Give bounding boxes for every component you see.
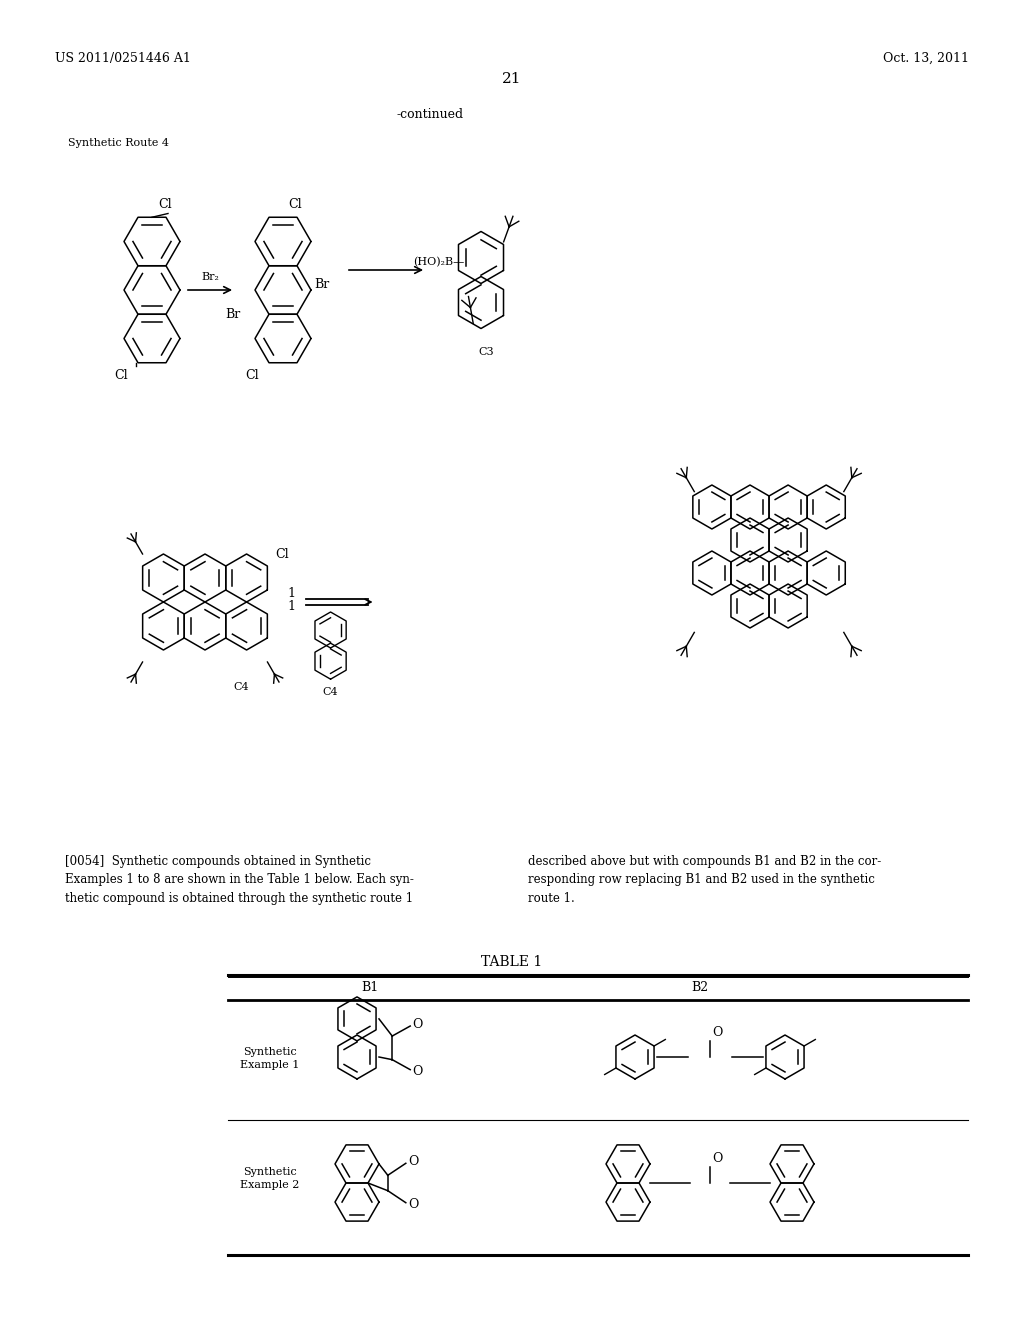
Text: Cl: Cl	[245, 370, 259, 383]
Text: Oct. 13, 2011: Oct. 13, 2011	[883, 51, 969, 65]
Text: Cl: Cl	[275, 548, 289, 561]
Text: O: O	[408, 1199, 418, 1212]
Text: 21: 21	[502, 73, 522, 86]
Text: Br: Br	[314, 279, 330, 292]
Text: B1: B1	[361, 981, 379, 994]
Text: described above but with compounds B1 and B2 in the cor-
responding row replacin: described above but with compounds B1 an…	[528, 855, 882, 906]
Text: Synthetic
Example 1: Synthetic Example 1	[241, 1047, 300, 1071]
Text: Synthetic Route 4: Synthetic Route 4	[68, 139, 169, 148]
Text: 1: 1	[288, 601, 296, 612]
Text: O: O	[413, 1018, 423, 1031]
Text: [0054]  Synthetic compounds obtained in Synthetic
Examples 1 to 8 are shown in t: [0054] Synthetic compounds obtained in S…	[65, 855, 414, 906]
Text: O: O	[413, 1065, 423, 1078]
Text: O: O	[408, 1155, 418, 1168]
Text: -continued: -continued	[396, 108, 464, 121]
Text: O: O	[712, 1152, 722, 1166]
Text: B2: B2	[691, 981, 709, 994]
Text: Cl: Cl	[288, 198, 302, 210]
Text: C4: C4	[323, 688, 338, 697]
Text: Br₂: Br₂	[201, 272, 219, 282]
Text: Cl: Cl	[158, 198, 172, 210]
Text: TABLE 1: TABLE 1	[481, 954, 543, 969]
Text: Br: Br	[225, 308, 241, 321]
Text: US 2011/0251446 A1: US 2011/0251446 A1	[55, 51, 190, 65]
Text: C4: C4	[233, 682, 250, 692]
Text: 1: 1	[288, 587, 296, 601]
Text: Synthetic
Example 2: Synthetic Example 2	[241, 1167, 300, 1191]
Text: O: O	[712, 1026, 722, 1039]
Text: (HO)₂B—: (HO)₂B—	[413, 257, 464, 268]
Text: C3: C3	[478, 347, 494, 356]
Text: Cl: Cl	[114, 370, 128, 383]
